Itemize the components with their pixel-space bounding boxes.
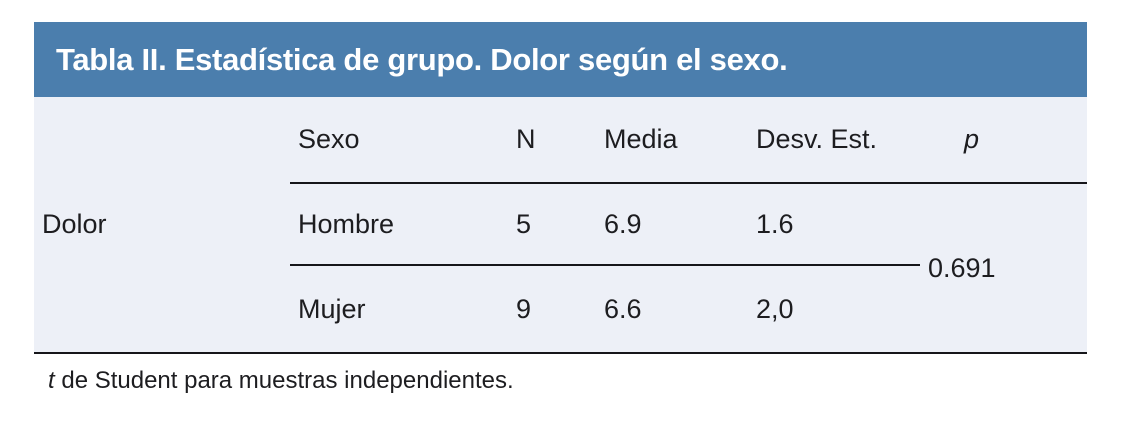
row-group-label: Dolor — [42, 208, 107, 239]
table-body: Sexo N Media Desv. Est. p Dolor Hombre 5… — [34, 97, 1087, 354]
column-header-p: p — [920, 97, 1087, 184]
cell-p-value: 0.691 — [928, 252, 996, 283]
column-header-desv-est: Desv. Est. — [748, 97, 920, 184]
table-row-hombre: Dolor Hombre 5 6.9 1.6 0.691 — [34, 183, 1087, 283]
cell-n-mujer: 9 — [516, 293, 532, 324]
cell-desv-hombre: 1.6 — [748, 183, 920, 266]
cell-n-hombre: 5 — [508, 183, 596, 266]
row-label-spacer — [34, 265, 290, 352]
footnote-italic-t: t — [48, 367, 55, 394]
column-header-row: Sexo N Media Desv. Est. p — [34, 97, 1087, 184]
column-header-media: Media — [596, 97, 748, 184]
table-footnote: t de Student para muestras independiente… — [34, 354, 1087, 395]
cell-desv-mujer: 2,0 — [756, 293, 794, 324]
cell-sexo-hombre: Hombre — [290, 183, 508, 266]
table-title-bar: Tabla II. Estadística de grupo. Dolor se… — [34, 22, 1087, 97]
column-header-sexo: Sexo — [290, 97, 508, 184]
table-card: Tabla II. Estadística de grupo. Dolor se… — [34, 22, 1087, 395]
footnote-text: de Student para muestras independientes. — [54, 367, 514, 394]
cell-sexo-mujer: Mujer — [298, 293, 366, 324]
cell-media-mujer: 6.6 — [604, 293, 642, 324]
table-title: Tabla II. Estadística de grupo. Dolor se… — [56, 41, 788, 77]
cell-media-hombre: 6.9 — [596, 183, 748, 266]
header-spacer-cell — [34, 97, 290, 183]
group-statistics-table: Sexo N Media Desv. Est. p Dolor Hombre 5… — [34, 97, 1087, 352]
table-row-mujer: Mujer 9 6.6 2,0 — [34, 265, 1087, 352]
column-header-n: N — [508, 97, 596, 184]
